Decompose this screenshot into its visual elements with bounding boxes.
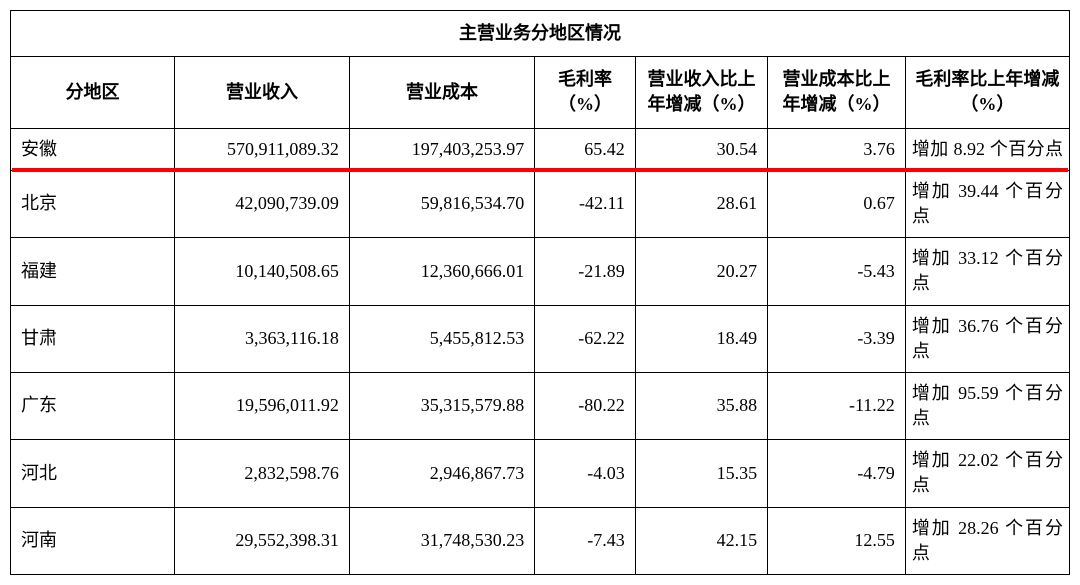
table-row: 北京42,090,739.0959,816,534.70-42.1128.610… xyxy=(11,170,1070,237)
cell-margin: -4.03 xyxy=(535,440,636,507)
cell-rev-change: 15.35 xyxy=(635,440,767,507)
cell-cost-change: -3.39 xyxy=(768,305,906,372)
cell-margin: -7.43 xyxy=(535,507,636,574)
cell-margin: -62.22 xyxy=(535,305,636,372)
table-row: 安徽570,911,089.32197,403,253.9765.4230.54… xyxy=(11,128,1070,170)
cell-revenue: 42,090,739.09 xyxy=(175,170,350,237)
cell-margin-change: 增加 39.44 个百分点 xyxy=(905,170,1069,237)
cell-rev-change: 18.49 xyxy=(635,305,767,372)
cell-cost-change: 0.67 xyxy=(768,170,906,237)
header-rev-change: 营业收入比上年增减（%） xyxy=(635,57,767,128)
header-margin-change: 毛利率比上年增减（%） xyxy=(905,57,1069,128)
table-container: 主营业务分地区情况 分地区 营业收入 营业成本 毛利率（%） 营业收入比上年增减… xyxy=(10,10,1070,575)
cell-region: 广东 xyxy=(11,372,175,439)
table-title-row: 主营业务分地区情况 xyxy=(11,11,1070,57)
table-body: 安徽570,911,089.32197,403,253.9765.4230.54… xyxy=(11,128,1070,574)
cell-cost: 197,403,253.97 xyxy=(349,128,534,170)
cell-revenue: 3,363,116.18 xyxy=(175,305,350,372)
cell-revenue: 29,552,398.31 xyxy=(175,507,350,574)
header-cost: 营业成本 xyxy=(349,57,534,128)
table-row: 河北2,832,598.762,946,867.73-4.0315.35-4.7… xyxy=(11,440,1070,507)
cell-cost-change: -4.79 xyxy=(768,440,906,507)
cell-revenue: 19,596,011.92 xyxy=(175,372,350,439)
cell-cost: 31,748,530.23 xyxy=(349,507,534,574)
cell-cost: 35,315,579.88 xyxy=(349,372,534,439)
cell-region: 河北 xyxy=(11,440,175,507)
cell-region: 甘肃 xyxy=(11,305,175,372)
cell-rev-change: 30.54 xyxy=(635,128,767,170)
header-cost-change: 营业成本比上年增减（%） xyxy=(768,57,906,128)
cell-margin-change: 增加 33.12 个百分点 xyxy=(905,238,1069,305)
table-header-row: 分地区 营业收入 营业成本 毛利率（%） 营业收入比上年增减（%） 营业成本比上… xyxy=(11,57,1070,128)
table-row: 福建10,140,508.6512,360,666.01-21.8920.27-… xyxy=(11,238,1070,305)
cell-margin-change: 增加 36.76 个百分点 xyxy=(905,305,1069,372)
cell-region: 福建 xyxy=(11,238,175,305)
table-row: 广东19,596,011.9235,315,579.88-80.2235.88-… xyxy=(11,372,1070,439)
cell-rev-change: 28.61 xyxy=(635,170,767,237)
cell-cost-change: 3.76 xyxy=(768,128,906,170)
cell-region: 河南 xyxy=(11,507,175,574)
cell-rev-change: 35.88 xyxy=(635,372,767,439)
header-revenue: 营业收入 xyxy=(175,57,350,128)
regional-business-table: 主营业务分地区情况 分地区 营业收入 营业成本 毛利率（%） 营业收入比上年增减… xyxy=(10,10,1070,575)
cell-margin: 65.42 xyxy=(535,128,636,170)
header-margin: 毛利率（%） xyxy=(535,57,636,128)
cell-revenue: 10,140,508.65 xyxy=(175,238,350,305)
cell-region: 安徽 xyxy=(11,128,175,170)
cell-margin: -21.89 xyxy=(535,238,636,305)
cell-revenue: 570,911,089.32 xyxy=(175,128,350,170)
cell-margin: -42.11 xyxy=(535,170,636,237)
table-row: 甘肃3,363,116.185,455,812.53-62.2218.49-3.… xyxy=(11,305,1070,372)
cell-margin-change: 增加 22.02 个百分点 xyxy=(905,440,1069,507)
table-title: 主营业务分地区情况 xyxy=(11,11,1070,57)
cell-region: 北京 xyxy=(11,170,175,237)
cell-margin-change: 增加 28.26 个百分点 xyxy=(905,507,1069,574)
cell-margin-change: 增加 95.59 个百分点 xyxy=(905,372,1069,439)
header-region: 分地区 xyxy=(11,57,175,128)
cell-cost-change: -11.22 xyxy=(768,372,906,439)
cell-cost: 2,946,867.73 xyxy=(349,440,534,507)
cell-cost: 12,360,666.01 xyxy=(349,238,534,305)
cell-cost: 59,816,534.70 xyxy=(349,170,534,237)
cell-cost: 5,455,812.53 xyxy=(349,305,534,372)
cell-revenue: 2,832,598.76 xyxy=(175,440,350,507)
cell-margin: -80.22 xyxy=(535,372,636,439)
cell-rev-change: 42.15 xyxy=(635,507,767,574)
cell-rev-change: 20.27 xyxy=(635,238,767,305)
cell-cost-change: -5.43 xyxy=(768,238,906,305)
table-row: 河南29,552,398.3131,748,530.23-7.4342.1512… xyxy=(11,507,1070,574)
cell-cost-change: 12.55 xyxy=(768,507,906,574)
cell-margin-change: 增加 8.92 个百分点 xyxy=(905,128,1069,170)
